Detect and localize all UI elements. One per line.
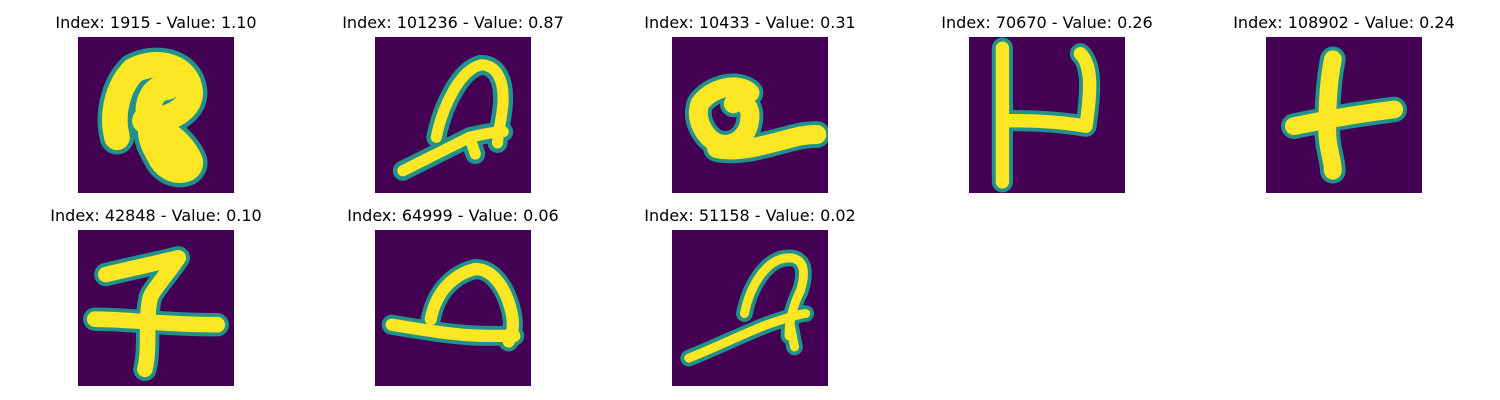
handwritten-t-image bbox=[1266, 37, 1422, 193]
panel-title: Index: 51158 - Value: 0.02 bbox=[644, 206, 856, 225]
panel-title: Index: 10433 - Value: 0.31 bbox=[644, 13, 856, 32]
handwritten-r-image bbox=[78, 37, 234, 193]
panel-title: Index: 1915 - Value: 1.10 bbox=[55, 13, 257, 32]
handwritten-loop-underline-image bbox=[672, 37, 828, 193]
panel-title: Index: 101236 - Value: 0.87 bbox=[342, 13, 564, 32]
panel-title: Index: 108902 - Value: 0.24 bbox=[1233, 13, 1455, 32]
handwritten-cursive-a-image bbox=[375, 37, 531, 193]
panel-title: Index: 42848 - Value: 0.10 bbox=[50, 206, 262, 225]
handwritten-loop-baseline-image bbox=[375, 230, 531, 386]
panel-title: Index: 64999 - Value: 0.06 bbox=[347, 206, 559, 225]
handwritten-cursive-a-thin-image bbox=[672, 230, 828, 386]
handwritten-h-image bbox=[969, 37, 1125, 193]
panel-title: Index: 70670 - Value: 0.26 bbox=[941, 13, 1153, 32]
handwritten-hook-cross-image bbox=[78, 230, 234, 386]
